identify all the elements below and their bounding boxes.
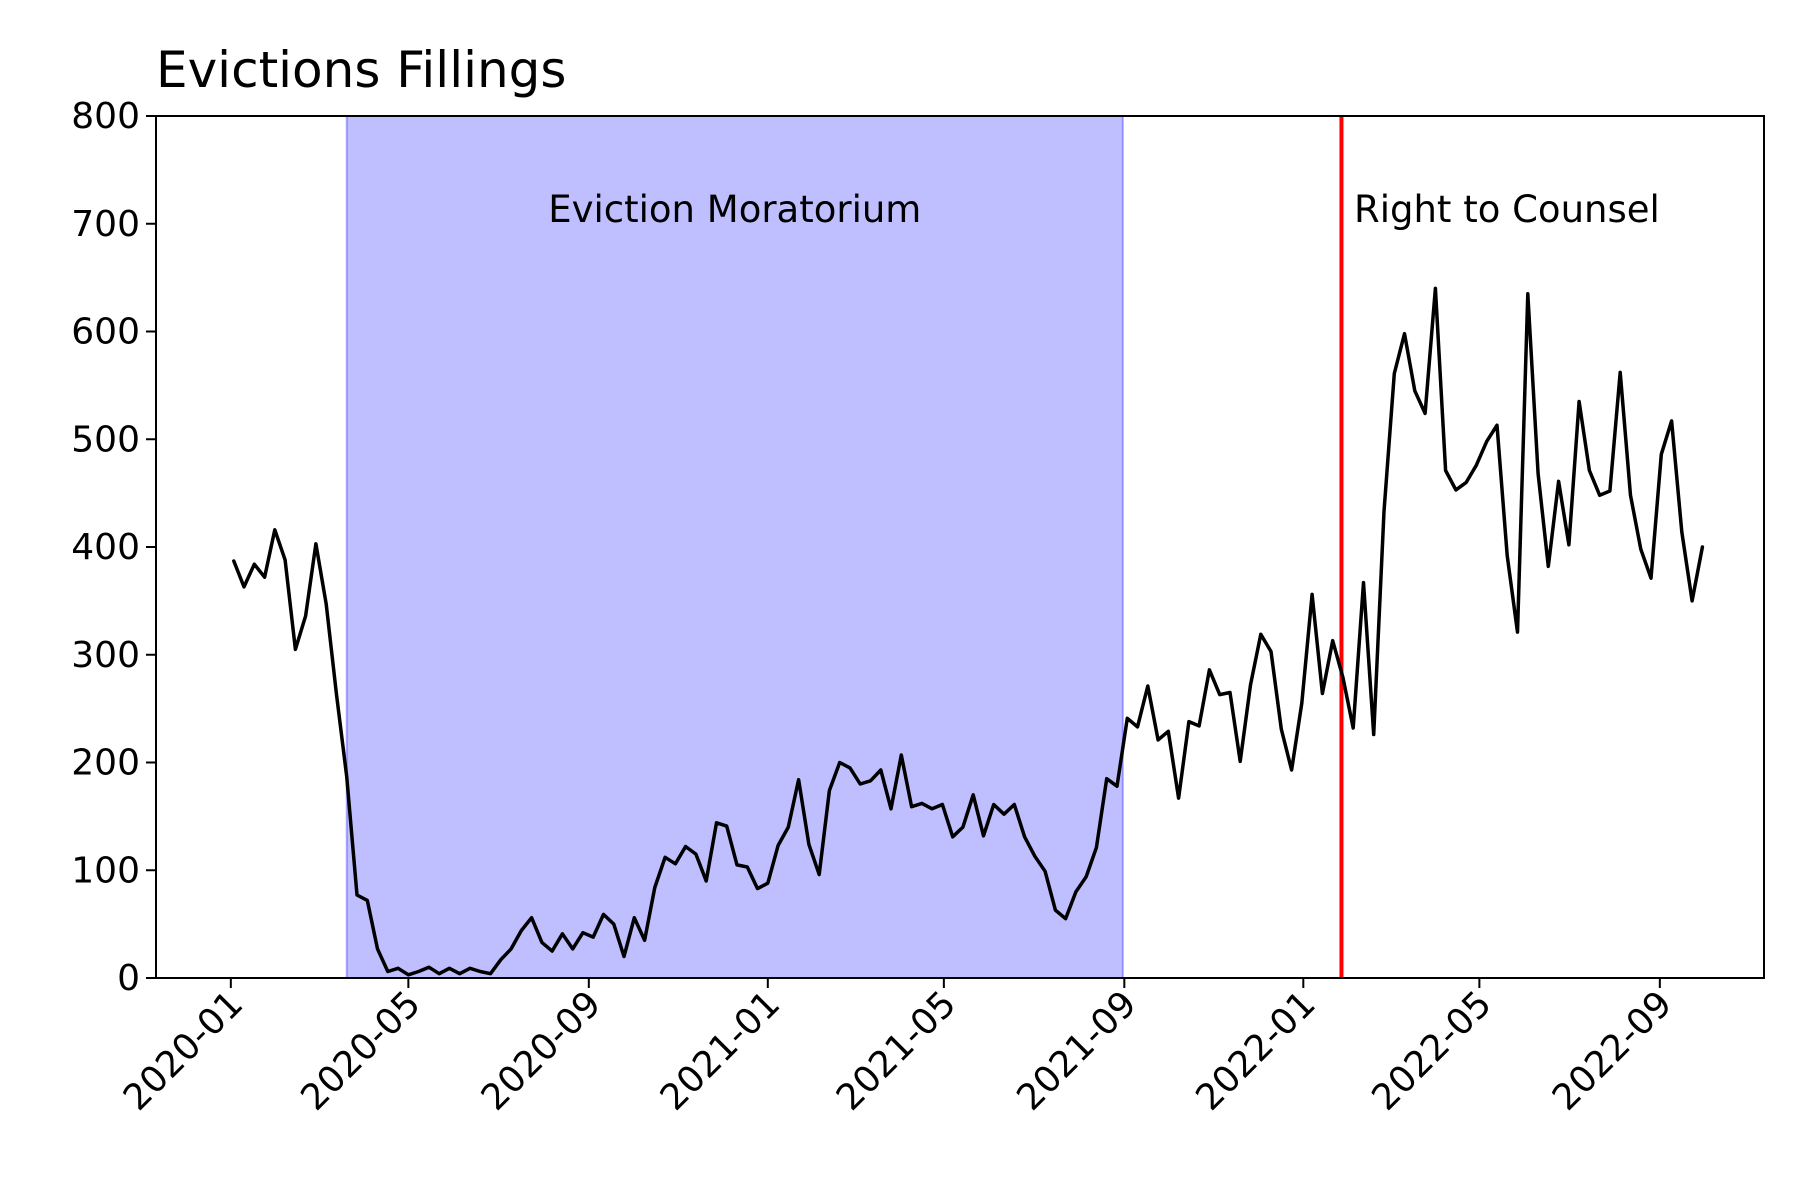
y-tick-label: 600 (71, 312, 140, 353)
y-tick-label: 100 (71, 850, 140, 891)
moratorium-annotation: Eviction Moratorium (548, 188, 921, 231)
y-tick-label: 400 (71, 527, 140, 568)
series-line-0 (232, 286, 1705, 977)
y-tick-label: 300 (71, 635, 140, 676)
y-tick-label: 500 (71, 419, 140, 460)
right-to-counsel-annotation: Right to Counsel (1354, 188, 1660, 231)
y-tick-label: 700 (71, 204, 140, 245)
y-tick-label: 800 (71, 96, 140, 137)
series-layer (232, 286, 1705, 977)
moratorium-shade-layer (345, 115, 1124, 979)
y-tick-label: 200 (71, 743, 140, 784)
y-axis: 0 100 200 300 400 500 600 700 800 (71, 96, 156, 999)
y-tick-label: 0 (117, 958, 140, 999)
moratorium-shaded-region (345, 115, 1124, 979)
chart-title: Evictions Fillings (156, 41, 566, 99)
